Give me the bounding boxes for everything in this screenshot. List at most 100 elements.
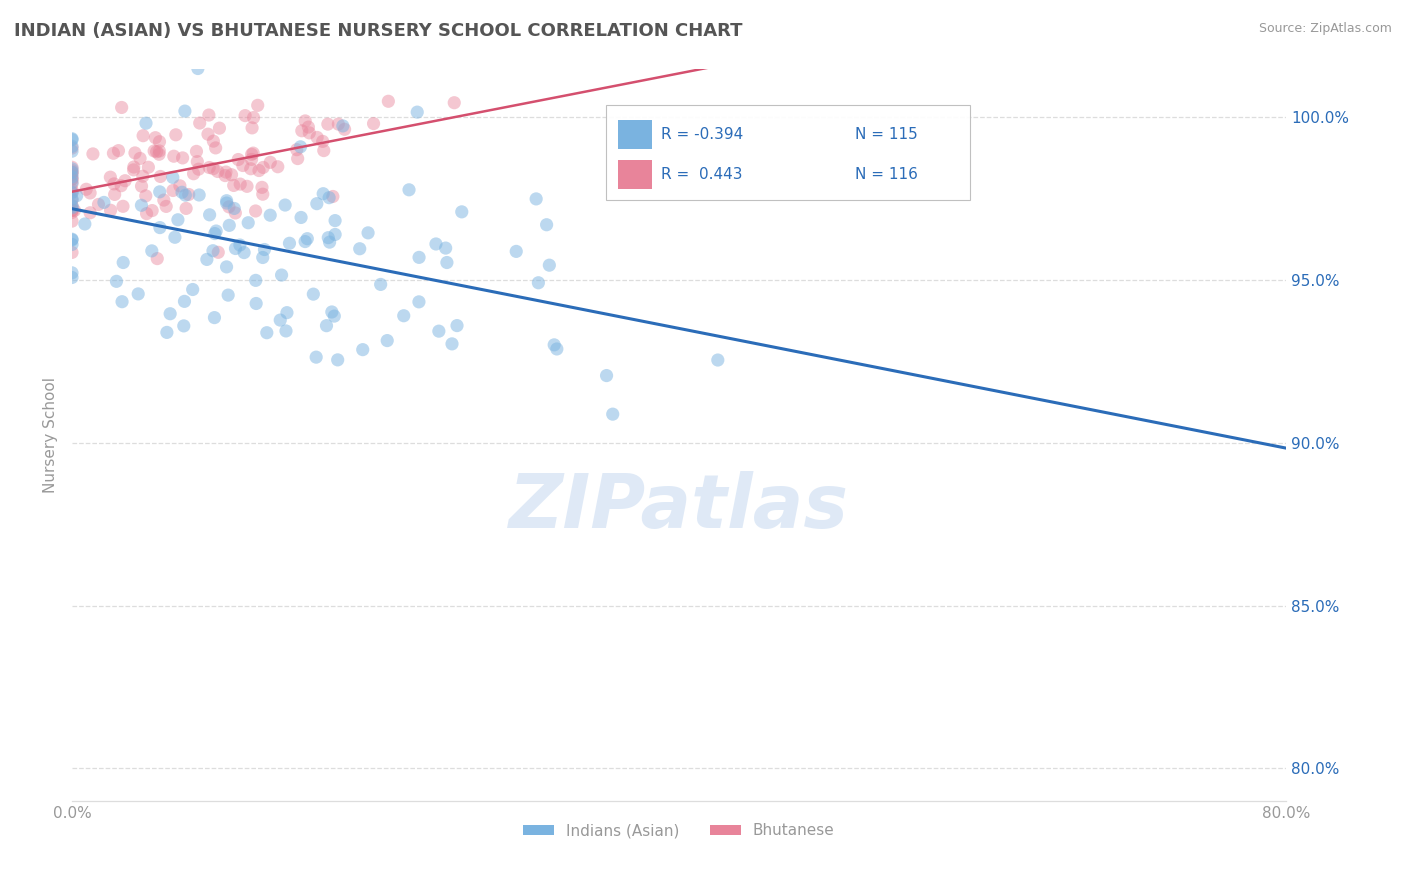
Point (60, 201, 83, 215)
Point (204, 310, 226, 325)
Point (269, 313, 291, 327)
Point (201, 244, 224, 258)
Point (302, 287, 325, 301)
Point (198, 208, 221, 222)
Point (159, 307, 181, 321)
Point (232, 159, 254, 173)
Point (143, 144, 166, 158)
Point (221, 168, 243, 182)
Point (436, 255, 458, 269)
Point (149, 169, 172, 184)
Point (204, 141, 226, 155)
Point (602, 407, 624, 421)
Point (246, 98, 269, 112)
Point (124, 145, 146, 160)
Point (259, 208, 281, 222)
Point (222, 178, 245, 193)
Point (215, 196, 238, 211)
Point (218, 219, 240, 233)
Point (323, 213, 346, 227)
Point (79, 206, 101, 220)
Point (141, 244, 163, 258)
Point (202, 161, 225, 176)
Point (363, 117, 385, 131)
Point (305, 350, 328, 364)
Point (276, 306, 298, 320)
Point (60, 199, 83, 213)
Text: ZIPatlas: ZIPatlas (509, 472, 849, 544)
Point (149, 220, 172, 235)
Point (60, 169, 83, 184)
Point (60, 186, 83, 200)
Point (122, 160, 145, 174)
Point (153, 193, 176, 207)
Point (187, 62, 209, 76)
Point (318, 191, 340, 205)
Point (60, 161, 83, 176)
Point (138, 161, 160, 175)
Legend: Indians (Asian), Bhutanese: Indians (Asian), Bhutanese (517, 817, 841, 845)
Point (315, 318, 337, 333)
Text: R =  0.443: R = 0.443 (661, 167, 742, 182)
Point (427, 324, 450, 338)
Point (446, 318, 468, 333)
Point (233, 109, 256, 123)
Y-axis label: Nursery School: Nursery School (44, 376, 58, 492)
Point (103, 146, 125, 161)
Point (60, 266, 83, 280)
Point (250, 180, 273, 194)
Point (183, 167, 205, 181)
Point (202, 134, 225, 148)
Point (226, 153, 249, 167)
Point (377, 95, 399, 109)
Point (298, 126, 321, 140)
Point (443, 95, 465, 110)
Point (186, 145, 208, 159)
Point (707, 353, 730, 368)
Point (156, 326, 179, 340)
Point (536, 218, 558, 232)
Point (186, 154, 208, 169)
Point (60, 172, 83, 186)
Point (60, 168, 83, 182)
Point (167, 212, 190, 227)
Point (165, 128, 187, 142)
Point (205, 224, 228, 238)
Point (240, 120, 263, 135)
Point (122, 162, 145, 177)
Point (60, 205, 83, 219)
Point (127, 286, 149, 301)
Point (75, 182, 97, 196)
Point (408, 294, 430, 309)
Point (207, 245, 229, 260)
Point (326, 352, 349, 367)
Text: Source: ZipAtlas.com: Source: ZipAtlas.com (1258, 22, 1392, 36)
Point (270, 268, 292, 282)
Point (197, 127, 219, 141)
Point (198, 108, 221, 122)
Point (131, 179, 153, 194)
Point (60, 183, 83, 197)
Point (174, 188, 197, 202)
Point (392, 309, 415, 323)
Point (60, 232, 83, 246)
Point (60, 186, 83, 200)
Point (60, 193, 83, 207)
Point (82, 147, 104, 161)
Point (312, 144, 335, 158)
Point (60, 175, 83, 189)
Point (406, 105, 429, 120)
Point (214, 169, 236, 183)
Point (274, 324, 297, 338)
Point (162, 170, 184, 185)
Point (259, 155, 281, 169)
Point (305, 196, 328, 211)
Point (245, 296, 267, 310)
Point (278, 236, 301, 251)
Point (145, 145, 167, 159)
Point (111, 199, 134, 213)
Text: N = 115: N = 115 (855, 127, 918, 142)
Point (132, 128, 155, 143)
Point (224, 202, 246, 216)
Point (323, 227, 346, 242)
